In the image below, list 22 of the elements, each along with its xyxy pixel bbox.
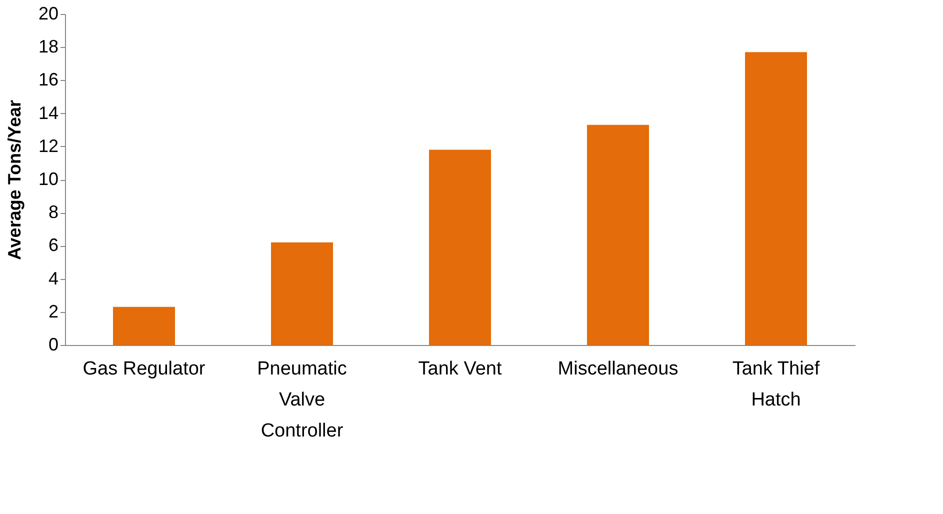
- y-tick-label: 14: [38, 102, 58, 123]
- bar: [113, 306, 175, 345]
- x-tick-label: Pneumatic Valve Controller: [257, 358, 347, 442]
- bar: [429, 150, 491, 345]
- y-tick-label: 6: [48, 235, 58, 256]
- bar: [587, 124, 649, 345]
- x-tick-label: Tank Vent: [418, 358, 502, 380]
- y-tick-label: 10: [38, 169, 58, 189]
- y-tick-label: 18: [38, 36, 58, 57]
- y-tick-label: 2: [48, 301, 58, 322]
- y-tick-label: 4: [48, 268, 58, 288]
- y-tick-label: 20: [38, 4, 58, 24]
- y-axis-title: Average Tons/Year: [4, 100, 24, 260]
- x-tick-label: Miscellaneous: [558, 358, 678, 380]
- y-tick-label: 8: [48, 202, 58, 222]
- y-tick-label: 16: [38, 70, 58, 90]
- bar: [271, 242, 333, 345]
- y-tick-label: 0: [48, 334, 58, 354]
- x-tick-label: Tank Thief Hatch: [732, 358, 820, 410]
- y-tick-label: 12: [38, 136, 58, 156]
- bar: [745, 52, 807, 345]
- x-tick-label: Gas Regulator: [82, 358, 206, 380]
